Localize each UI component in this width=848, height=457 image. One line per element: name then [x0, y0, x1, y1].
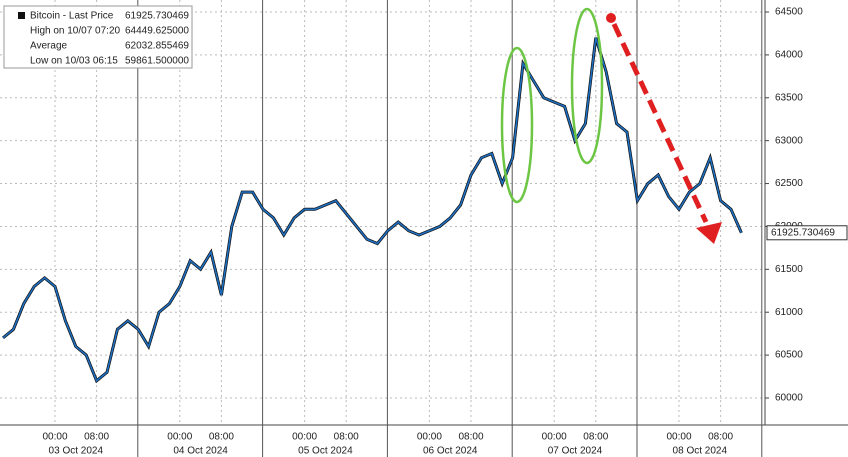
x-tick-label: 00:00 [167, 432, 192, 443]
legend-value: 62032.855469 [125, 41, 189, 52]
y-tick-label: 63500 [775, 92, 803, 103]
last-price-box [766, 225, 848, 241]
legend-label: Low on 10/03 06:15 [30, 56, 118, 67]
y-tick-label: 60000 [775, 393, 803, 404]
y-tick-label: 61500 [775, 264, 803, 275]
legend-box [3, 5, 193, 69]
legend-label: Bitcoin - Last Price [30, 11, 114, 22]
x-date-label: 08 Oct 2024 [673, 446, 728, 457]
x-tick-label: 00:00 [417, 432, 442, 443]
legend-value: 64449.625000 [125, 26, 189, 37]
legend-label: High on 10/07 07:20 [30, 26, 121, 37]
last-price-label: 61925.730469 [771, 227, 835, 238]
x-tick-label: 08:00 [458, 432, 483, 443]
x-tick-label: 08:00 [583, 432, 608, 443]
y-tick-label: 64500 [775, 7, 803, 18]
x-date-label: 05 Oct 2024 [298, 446, 353, 457]
x-date-label: 06 Oct 2024 [423, 446, 478, 457]
legend: Bitcoin - Last Price 61925.730469 High o… [3, 5, 193, 69]
y-tick-label: 61000 [775, 307, 803, 318]
x-tick-label: 00:00 [666, 432, 691, 443]
x-tick-label: 08:00 [334, 432, 359, 443]
x-tick-label: 08:00 [209, 432, 234, 443]
price-line [2, 37, 743, 383]
annotation-arrow [611, 22, 709, 224]
legend-value: 59861.500000 [125, 56, 189, 67]
annotation-arrowhead [696, 222, 722, 244]
x-tick-label: 08:00 [708, 432, 733, 443]
y-tick-label: 60500 [775, 350, 803, 361]
x-tick-label: 00:00 [292, 432, 317, 443]
x-date-label: 04 Oct 2024 [173, 446, 228, 457]
legend-value: 61925.730469 [125, 11, 189, 22]
x-date-label: 03 Oct 2024 [49, 446, 104, 457]
x-tick-label: 00:00 [542, 432, 567, 443]
y-tick-label: 62500 [775, 178, 803, 189]
y-tick-label: 64000 [775, 50, 803, 61]
annotation-ellipse [500, 46, 534, 204]
legend-swatch [18, 12, 25, 19]
x-date-label: 07 Oct 2024 [548, 446, 603, 457]
x-tick-label: 08:00 [84, 432, 109, 443]
y-tick-label: 63000 [775, 135, 803, 146]
annotation-dot [606, 13, 616, 23]
x-tick-label: 00:00 [42, 432, 67, 443]
annotation-ellipse [570, 7, 604, 165]
legend-label: Average [30, 41, 68, 52]
